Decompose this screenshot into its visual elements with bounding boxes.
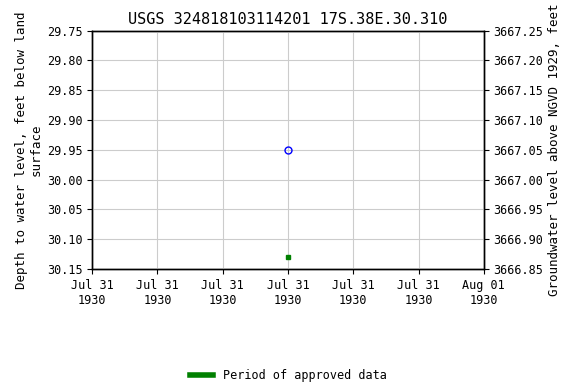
Title: USGS 324818103114201 17S.38E.30.310: USGS 324818103114201 17S.38E.30.310 bbox=[128, 12, 448, 27]
Y-axis label: Groundwater level above NGVD 1929, feet: Groundwater level above NGVD 1929, feet bbox=[548, 3, 560, 296]
Legend: Period of approved data: Period of approved data bbox=[185, 364, 391, 384]
Y-axis label: Depth to water level, feet below land
surface: Depth to water level, feet below land su… bbox=[14, 11, 43, 288]
